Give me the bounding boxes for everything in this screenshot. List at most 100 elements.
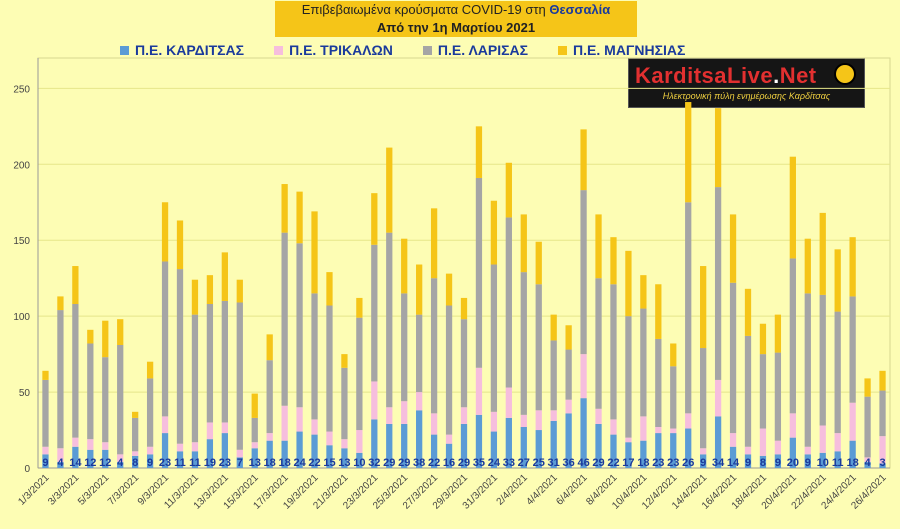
bar-1-30 bbox=[490, 411, 498, 432]
bar-2-4 bbox=[102, 357, 109, 443]
bar-0-9 bbox=[176, 451, 184, 468]
bar-1-33 bbox=[535, 410, 542, 431]
bar-3-19 bbox=[326, 272, 333, 306]
bar-0-13 bbox=[236, 457, 243, 468]
bar-2-12 bbox=[221, 300, 228, 423]
data-label-21: 10 bbox=[353, 457, 365, 469]
bar-0-24 bbox=[401, 423, 408, 468]
bar-1-27 bbox=[445, 434, 453, 444]
bar-0-33 bbox=[535, 430, 542, 468]
data-label-19: 15 bbox=[323, 457, 335, 469]
bar-2-56 bbox=[879, 390, 886, 437]
bar-3-14 bbox=[251, 393, 258, 418]
bar-2-50 bbox=[789, 258, 796, 414]
data-label-30: 24 bbox=[488, 457, 501, 469]
bar-3-4 bbox=[102, 320, 109, 358]
legend-label-0: Π.Ε. ΚΑΡΔΙΤΣΑΣ bbox=[135, 42, 245, 58]
bar-3-53 bbox=[834, 249, 841, 312]
bar-3-36 bbox=[580, 129, 587, 191]
data-label-29: 35 bbox=[473, 457, 485, 469]
bar-3-40 bbox=[640, 275, 647, 309]
x-tick-label-36: 6/4/2021 bbox=[554, 472, 590, 508]
bar-0-34 bbox=[550, 420, 557, 468]
bar-3-26 bbox=[430, 208, 438, 279]
bar-2-1 bbox=[57, 310, 64, 449]
bar-2-27 bbox=[445, 305, 453, 435]
data-label-38: 22 bbox=[607, 457, 619, 469]
bar-1-13 bbox=[236, 449, 243, 458]
chart-legend: Π.Ε. ΚΑΡΔΙΤΣΑΣ Π.Ε. ΤΡΙΚΑΛΩΝ Π.Ε. ΛΑΡΙΣΑΣ Π… bbox=[120, 40, 860, 60]
bar-2-8 bbox=[161, 261, 169, 417]
logo-subtitle: Ηλεκτρονική πύλη ενημέρωσης Καρδίτσας bbox=[662, 91, 831, 101]
data-label-41: 23 bbox=[652, 457, 664, 469]
bar-0-20 bbox=[341, 448, 348, 468]
bar-2-48 bbox=[759, 354, 767, 429]
bar-0-22 bbox=[371, 419, 378, 468]
bar-0-40 bbox=[640, 440, 647, 468]
data-label-23: 29 bbox=[383, 457, 395, 469]
bar-2-23 bbox=[386, 232, 393, 408]
karditsalive-logo[interactable]: KarditsaLive.Net Ηλεκτρονική πύλη ενημέρ… bbox=[628, 58, 865, 108]
bar-0-49 bbox=[774, 454, 782, 468]
bar-0-44 bbox=[700, 454, 707, 468]
bar-1-48 bbox=[759, 428, 767, 456]
bar-3-12 bbox=[221, 252, 228, 301]
bar-2-22 bbox=[371, 244, 378, 382]
bar-2-52 bbox=[819, 294, 826, 426]
bar-3-7 bbox=[146, 361, 154, 379]
bar-2-10 bbox=[191, 314, 199, 443]
data-label-13: 7 bbox=[237, 457, 243, 469]
bar-0-14 bbox=[251, 448, 258, 468]
data-label-12: 23 bbox=[219, 457, 231, 469]
x-tick-label-4: 5/3/2021 bbox=[76, 472, 112, 508]
bar-1-14 bbox=[251, 442, 258, 449]
data-label-31: 33 bbox=[503, 457, 515, 469]
bar-0-51 bbox=[804, 454, 811, 468]
bar-3-16 bbox=[281, 184, 288, 233]
bar-2-9 bbox=[176, 269, 184, 444]
data-label-14: 13 bbox=[249, 457, 261, 469]
bar-3-13 bbox=[236, 279, 243, 303]
bar-0-16 bbox=[281, 440, 288, 468]
bar-1-22 bbox=[371, 381, 378, 420]
legend-item-3: Π.Ε. ΜΑΓΝΗΣΙΑΣ bbox=[558, 40, 685, 60]
bar-1-51 bbox=[804, 446, 811, 455]
bar-3-44 bbox=[700, 266, 707, 349]
bar-1-36 bbox=[580, 354, 587, 399]
bar-3-21 bbox=[356, 297, 363, 318]
bar-1-12 bbox=[221, 422, 228, 434]
bar-0-38 bbox=[610, 434, 617, 468]
data-label-33: 25 bbox=[533, 457, 545, 469]
bar-2-16 bbox=[281, 232, 288, 406]
bar-3-49 bbox=[774, 314, 782, 353]
bar-1-17 bbox=[296, 407, 303, 432]
bar-3-28 bbox=[460, 297, 468, 320]
legend-swatch-1 bbox=[274, 45, 284, 55]
bar-2-14 bbox=[251, 417, 258, 443]
bar-3-18 bbox=[311, 211, 318, 294]
bar-2-24 bbox=[401, 293, 408, 402]
bar-1-45 bbox=[714, 379, 722, 417]
bar-0-56 bbox=[879, 463, 886, 468]
bar-1-24 bbox=[401, 401, 408, 424]
bar-3-54 bbox=[849, 237, 856, 297]
bar-2-29 bbox=[475, 177, 483, 368]
bar-3-17 bbox=[296, 191, 303, 244]
bar-2-51 bbox=[804, 293, 811, 447]
bar-3-30 bbox=[490, 200, 498, 265]
bar-0-55 bbox=[864, 461, 871, 468]
bar-3-23 bbox=[386, 147, 393, 233]
bar-0-0 bbox=[42, 454, 49, 468]
data-label-10: 11 bbox=[189, 457, 201, 469]
legend-swatch-3 bbox=[558, 45, 568, 55]
bar-1-20 bbox=[341, 439, 348, 449]
bar-2-42 bbox=[670, 366, 677, 429]
bar-2-40 bbox=[640, 308, 647, 417]
bar-0-23 bbox=[386, 423, 393, 468]
data-label-55: 4 bbox=[865, 457, 872, 469]
bar-0-53 bbox=[834, 451, 841, 468]
legend-label-3: Π.Ε. ΜΑΓΝΗΣΙΑΣ bbox=[573, 42, 686, 58]
bar-1-1 bbox=[57, 448, 64, 462]
bar-3-41 bbox=[655, 284, 662, 339]
bar-0-7 bbox=[146, 454, 154, 468]
